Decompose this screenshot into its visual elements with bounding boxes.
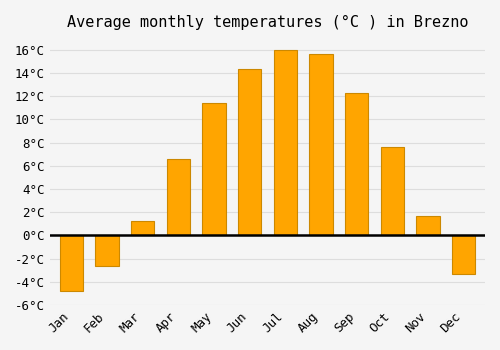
- Bar: [238, 69, 261, 236]
- Bar: [452, 236, 475, 274]
- Bar: [166, 159, 190, 236]
- Bar: [416, 216, 440, 236]
- Bar: [345, 93, 368, 236]
- Title: Average monthly temperatures (°C ) in Brezno: Average monthly temperatures (°C ) in Br…: [66, 15, 468, 30]
- Bar: [60, 236, 83, 291]
- Bar: [96, 236, 118, 266]
- Bar: [202, 103, 226, 236]
- Bar: [310, 54, 332, 236]
- Bar: [131, 222, 154, 236]
- Bar: [380, 147, 404, 236]
- Bar: [274, 50, 297, 236]
